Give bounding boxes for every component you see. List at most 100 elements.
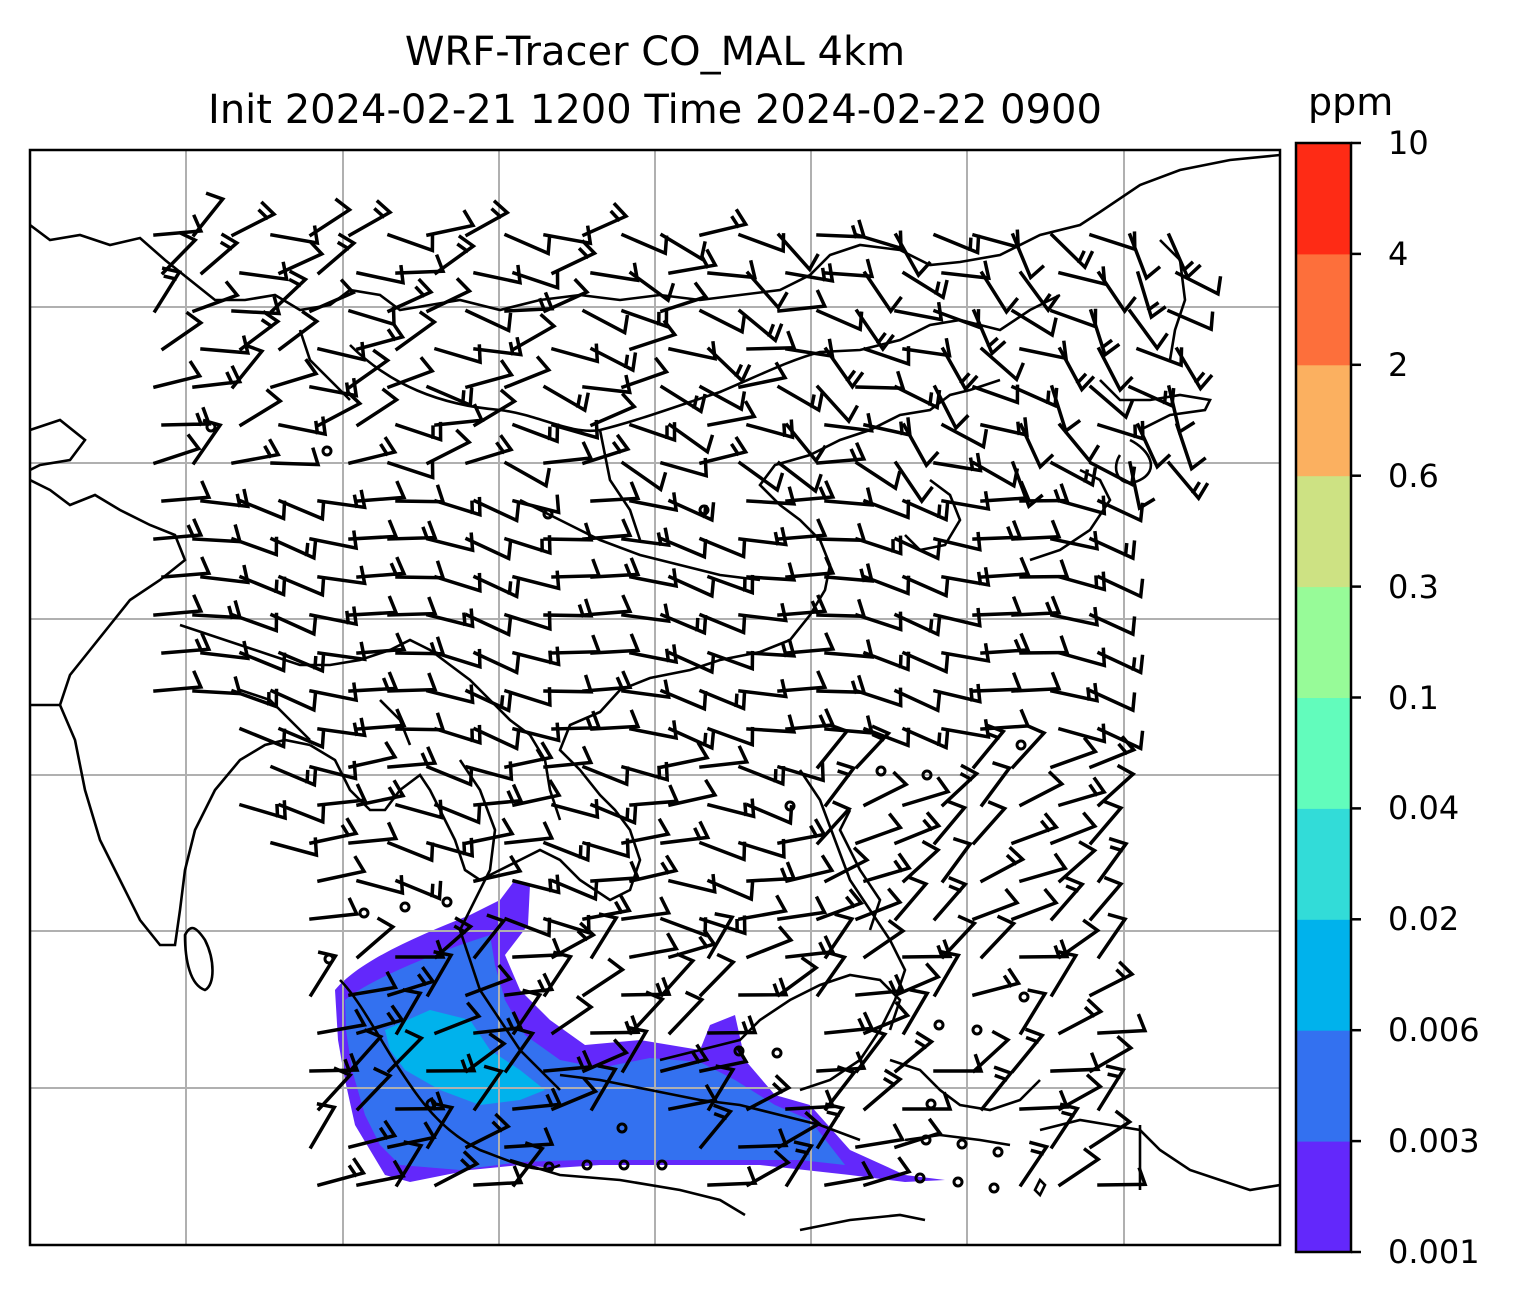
wind-barb	[980, 480, 1031, 503]
wind-barb	[862, 650, 911, 672]
wind-barb	[707, 1165, 758, 1187]
wind-barb	[387, 746, 438, 769]
wind-barb	[659, 952, 696, 998]
wind-barb	[348, 821, 399, 845]
wind-barb	[153, 214, 204, 237]
wind-barb	[932, 683, 982, 704]
wind-barb	[940, 346, 979, 393]
wind-barb	[347, 199, 393, 238]
wind-barb	[269, 536, 318, 561]
wind-barb	[589, 802, 638, 826]
wind-barb	[698, 308, 747, 335]
wind-barb	[932, 232, 981, 256]
wind-barb	[542, 950, 574, 998]
wind-barb	[621, 527, 671, 548]
wind-barb	[589, 346, 638, 373]
wind-barb	[308, 817, 359, 846]
wind-barb	[277, 726, 326, 750]
wind-barb	[620, 1026, 650, 1074]
wind-barb	[932, 607, 982, 628]
wind-barb	[1166, 232, 1202, 281]
wind-barb	[893, 232, 932, 279]
wind-barb	[659, 384, 707, 415]
wind-barb	[1088, 688, 1137, 713]
wind-barb	[1049, 1102, 1081, 1150]
colorbar-segment	[1296, 697, 1351, 809]
wind-barb	[316, 1157, 367, 1188]
colorbar-tick-label: 0.006	[1388, 1011, 1480, 1050]
wind-barb	[698, 612, 747, 636]
wind-barb	[464, 359, 515, 390]
wind-barb	[862, 1156, 912, 1188]
wind-barb	[746, 861, 797, 883]
wind-barb	[1049, 876, 1086, 922]
wind-barb	[862, 918, 906, 960]
wind-barb	[542, 384, 590, 413]
wind-barb	[1088, 1109, 1133, 1150]
wind-barb	[971, 800, 1008, 846]
plume-0.006	[385, 1010, 545, 1105]
colorbar-segment	[1296, 1030, 1351, 1142]
wind-barb	[745, 1149, 792, 1188]
wind-barb	[161, 632, 212, 655]
wind-barb	[901, 422, 940, 469]
wind-barb	[699, 745, 750, 769]
wind-barb	[550, 419, 600, 441]
wind-barb	[862, 852, 912, 884]
wind-barb	[854, 460, 902, 492]
wind-barb	[823, 846, 870, 884]
wind-barb	[464, 536, 513, 562]
wind-barb	[394, 878, 443, 902]
wind-barb	[1019, 939, 1070, 959]
wind-barb	[356, 480, 407, 503]
wind-barb	[238, 498, 287, 521]
wind-barb	[621, 679, 671, 700]
wind-barb	[200, 564, 250, 585]
wind-barb	[308, 278, 357, 314]
wind-barb	[784, 854, 835, 884]
wind-barb	[192, 364, 243, 389]
wind-barb	[433, 916, 474, 960]
wind-barb	[355, 916, 396, 960]
wind-barb	[550, 921, 597, 960]
wind-barb	[777, 895, 828, 921]
wind-barb	[706, 878, 755, 902]
wind-barb	[153, 670, 204, 693]
colorbar-segment	[1296, 475, 1351, 588]
wind-barb	[1166, 460, 1210, 502]
wind-barb	[152, 360, 203, 390]
wind-barb	[972, 520, 1023, 541]
colorbar-tick-label: 0.1	[1388, 678, 1439, 717]
wind-barb	[511, 570, 561, 591]
colorbar-segment	[1296, 143, 1351, 255]
wind-barb	[1096, 574, 1145, 600]
wind-barb	[628, 990, 666, 1036]
wind-barb	[737, 308, 784, 344]
wind-barb	[269, 764, 318, 788]
wind-barb	[628, 568, 679, 589]
wind-barb	[893, 460, 934, 505]
wind-barb	[394, 310, 438, 352]
wind-barb	[1018, 270, 1060, 314]
wind-barb	[1088, 231, 1137, 252]
wind-barb	[386, 840, 435, 863]
wind-barb	[824, 412, 874, 433]
wind-barb	[191, 280, 241, 314]
wind-barb	[940, 763, 980, 808]
wind-barb	[394, 1140, 424, 1188]
wind-barb	[434, 403, 485, 427]
wind-barb	[698, 536, 747, 560]
wind-barb	[511, 988, 543, 1036]
wind-barb	[745, 419, 795, 440]
wind-barb	[776, 762, 825, 783]
wind-barb	[348, 671, 399, 693]
wind-barb	[628, 644, 679, 665]
wind-barb	[309, 1052, 360, 1073]
wind-barb	[425, 277, 473, 314]
wind-barb	[971, 967, 1022, 998]
wind-barb	[1088, 460, 1137, 487]
wind-barb	[316, 1008, 368, 1036]
wind-barb	[200, 335, 251, 355]
wind-barb	[893, 301, 944, 322]
wind-barb	[589, 392, 638, 428]
